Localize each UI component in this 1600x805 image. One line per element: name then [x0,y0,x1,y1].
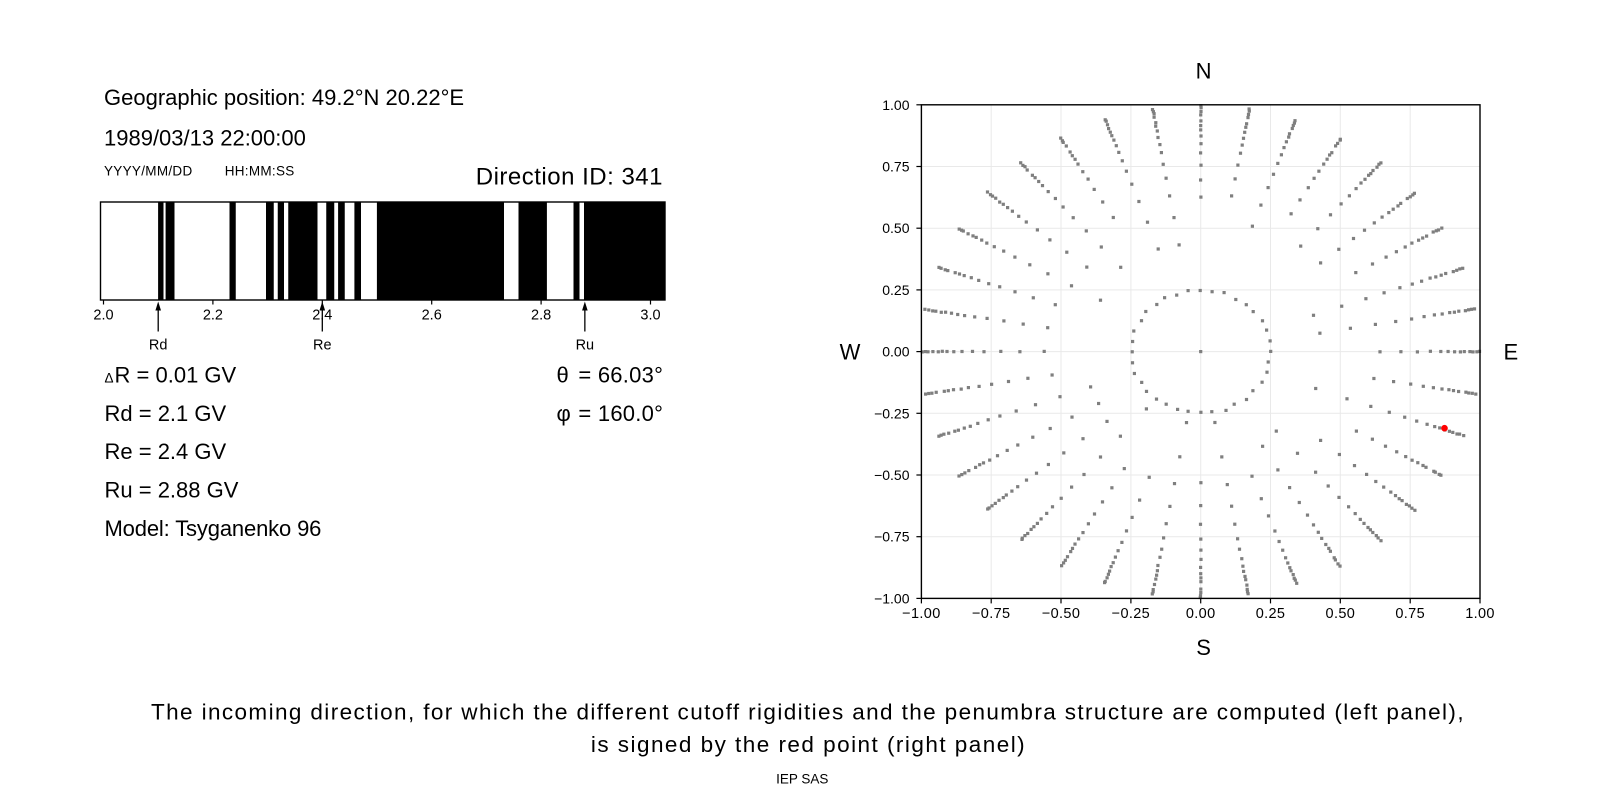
svg-text:0.25: 0.25 [1256,606,1286,622]
svg-text:0.75: 0.75 [1395,606,1425,622]
svg-text:YYYY/MM/DD: YYYY/MM/DD [104,164,193,179]
svg-text:1.00: 1.00 [882,97,909,113]
svg-text:Rd = 2.1 GV: Rd = 2.1 GV [105,401,227,426]
svg-text:Rd: Rd [149,338,168,354]
svg-text:HH:MM:SS: HH:MM:SS [225,164,295,179]
svg-text:2.6: 2.6 [422,308,442,324]
svg-text:N: N [1196,59,1212,84]
svg-text:The incoming direction, for wh: The incoming direction, for which the di… [151,700,1465,725]
svg-text:Ru: Ru [576,338,595,354]
svg-text:φ = 160.0°: φ = 160.0° [557,401,664,426]
svg-text:1.00: 1.00 [1465,606,1495,622]
svg-text:W: W [840,340,861,365]
svg-text:3.0: 3.0 [640,308,660,324]
svg-text:−0.50: −0.50 [874,467,910,483]
svg-text:Ru = 2.88 GV: Ru = 2.88 GV [105,478,239,503]
svg-text:Re: Re [313,338,332,354]
svg-text:−0.50: −0.50 [1042,606,1080,622]
svg-text:0.00: 0.00 [1186,606,1216,622]
svg-text:S: S [1196,635,1211,660]
svg-text:ΔR = 0.01 GV: ΔR = 0.01 GV [105,362,237,387]
svg-text:0.25: 0.25 [882,282,909,298]
svg-text:0.50: 0.50 [882,220,909,236]
svg-text:E: E [1503,340,1518,365]
svg-text:−0.25: −0.25 [1112,606,1150,622]
svg-text:−1.00: −1.00 [874,590,910,606]
svg-text:IEP SAS: IEP SAS [776,772,828,787]
svg-text:0.75: 0.75 [882,159,909,175]
svg-text:1989/03/13 22:00:00: 1989/03/13 22:00:00 [104,125,306,150]
svg-text:is signed by the red point (ri: is signed by the red point (right panel) [591,732,1026,757]
svg-text:−0.75: −0.75 [874,529,910,545]
svg-text:0.00: 0.00 [882,344,909,360]
svg-text:Direction ID: 341: Direction ID: 341 [476,164,663,191]
svg-text:−0.25: −0.25 [874,405,910,421]
svg-text:Geographic position: 49.2°N 20: Geographic position: 49.2°N 20.22°E [104,85,464,110]
svg-text:2.0: 2.0 [93,308,113,324]
svg-text:2.8: 2.8 [531,308,551,324]
svg-text:Re = 2.4 GV: Re = 2.4 GV [105,439,227,464]
svg-text:−1.00: −1.00 [902,606,940,622]
svg-text:2.2: 2.2 [203,308,223,324]
svg-text:−0.75: −0.75 [972,606,1010,622]
svg-text:0.50: 0.50 [1326,606,1356,622]
svg-text:Model: Tsyganenko 96: Model: Tsyganenko 96 [105,516,322,541]
svg-text:θ = 66.03°: θ = 66.03° [557,362,664,387]
